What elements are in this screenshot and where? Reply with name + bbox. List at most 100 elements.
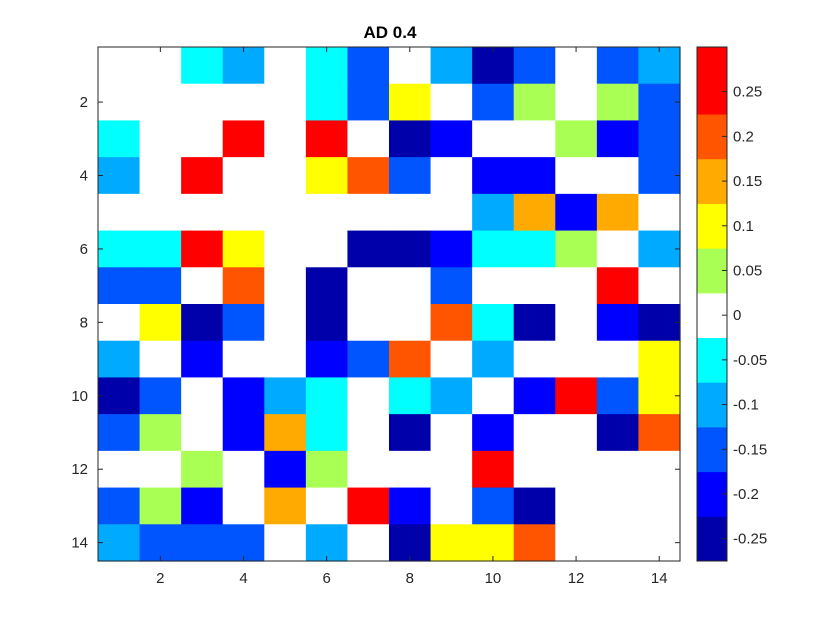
heatmap-cell bbox=[638, 414, 681, 452]
heatmap-cell bbox=[139, 157, 182, 195]
y-axis: 2 4 6 8 10 12 14 bbox=[71, 94, 680, 552]
heatmap-cell bbox=[513, 83, 556, 122]
heatmap-cell bbox=[181, 157, 224, 195]
x-tick-label: 10 bbox=[485, 570, 502, 587]
heatmap-cell bbox=[596, 157, 640, 195]
heatmap-cell bbox=[139, 377, 182, 415]
heatmap-cell bbox=[347, 267, 390, 305]
colorbar-tick-label: -0.25 bbox=[733, 531, 767, 548]
heatmap-cell bbox=[430, 230, 473, 268]
heatmap-cell bbox=[347, 230, 390, 268]
heatmap-cell bbox=[139, 487, 182, 525]
heatmap-cell bbox=[139, 304, 182, 342]
heatmap-cell bbox=[638, 267, 681, 305]
heatmap-cell bbox=[98, 267, 141, 305]
heatmap-cell bbox=[389, 267, 432, 305]
heatmap-cell bbox=[222, 193, 265, 232]
heatmap-cell bbox=[389, 120, 432, 158]
colorbar-tick-label: -0.05 bbox=[733, 352, 767, 369]
colorbar-tick-label: 0.05 bbox=[733, 262, 762, 279]
heatmap-cell bbox=[98, 193, 141, 232]
heatmap-cell bbox=[389, 340, 432, 379]
heatmap-cell bbox=[430, 120, 473, 158]
heatmap-cell bbox=[555, 193, 598, 232]
heatmap-cell bbox=[472, 120, 515, 158]
heatmap-cell bbox=[638, 377, 681, 415]
heatmap-cell bbox=[389, 157, 432, 195]
heatmap-cell bbox=[555, 157, 598, 195]
heatmap-cell bbox=[347, 193, 390, 232]
heatmap-cell bbox=[555, 377, 598, 415]
heatmap-cell bbox=[638, 340, 681, 379]
heatmap-cell bbox=[555, 450, 598, 489]
heatmap-cell bbox=[347, 120, 390, 158]
heatmap-cell bbox=[305, 304, 349, 342]
colorbar-tick-label: -0.15 bbox=[733, 441, 767, 458]
heatmap-cell bbox=[181, 267, 224, 305]
heatmap-cell bbox=[222, 414, 265, 452]
heatmap-cell bbox=[638, 47, 681, 85]
heatmap-cell bbox=[264, 193, 307, 232]
heatmap-cell bbox=[347, 47, 390, 85]
y-tick-label: 14 bbox=[71, 535, 88, 552]
heatmap-cell bbox=[222, 267, 265, 305]
heatmap-cell bbox=[430, 193, 473, 232]
y-tick-label: 6 bbox=[80, 241, 88, 258]
x-tick-label: 8 bbox=[406, 570, 414, 587]
heatmap-cell bbox=[513, 230, 556, 268]
heatmap-cell bbox=[389, 83, 432, 122]
heatmap-cell bbox=[222, 340, 265, 379]
heatmap-cell bbox=[555, 304, 598, 342]
heatmap-cell bbox=[555, 340, 598, 379]
heatmap-cell bbox=[472, 414, 515, 452]
heatmap-cell bbox=[98, 157, 141, 195]
heatmap-cell bbox=[389, 193, 432, 232]
heatmap-cell bbox=[305, 230, 349, 268]
y-tick-label: 10 bbox=[71, 388, 88, 405]
heatmap-cell bbox=[596, 450, 640, 489]
heatmap-cell bbox=[513, 414, 556, 452]
heatmap-cell bbox=[181, 230, 224, 268]
heatmap-cell bbox=[513, 377, 556, 415]
heatmap-cell bbox=[555, 414, 598, 452]
colorbar-tick-label: 0.15 bbox=[733, 173, 762, 190]
heatmap-cell bbox=[139, 193, 182, 232]
heatmap-cell bbox=[181, 120, 224, 158]
heatmap-cell bbox=[430, 267, 473, 305]
heatmap-cell bbox=[305, 524, 349, 562]
heatmap-cell bbox=[638, 120, 681, 158]
heatmap-cell bbox=[98, 230, 141, 268]
x-tick-label: 2 bbox=[156, 570, 164, 587]
heatmap-cell bbox=[264, 83, 307, 122]
heatmap-cell bbox=[264, 377, 307, 415]
heatmap-cell bbox=[596, 120, 640, 158]
heatmap-cell bbox=[98, 304, 141, 342]
colorbar-frame bbox=[696, 46, 728, 562]
heatmap-cell bbox=[555, 267, 598, 305]
colorbar-tick-label: 0 bbox=[733, 307, 741, 324]
heatmap-cell bbox=[181, 193, 224, 232]
heatmap-cell bbox=[513, 450, 556, 489]
heatmap-cell bbox=[98, 450, 141, 489]
heatmap-cell bbox=[264, 157, 307, 195]
heatmap-cell bbox=[222, 83, 265, 122]
heatmap-cell bbox=[596, 487, 640, 525]
heatmap-cell bbox=[596, 230, 640, 268]
heatmap-cell bbox=[264, 267, 307, 305]
heatmap-cell bbox=[472, 157, 515, 195]
heatmap-cell bbox=[596, 267, 640, 305]
heatmap-cell bbox=[472, 487, 515, 525]
colorbar: 0.25 0.2 0.15 0.1 0.05 0 -0.05 -0.1 -0.15 -0.2 -0.… bbox=[696, 46, 767, 562]
heatmap-cell bbox=[638, 487, 681, 525]
heatmap-cell bbox=[596, 304, 640, 342]
heatmap-cell bbox=[305, 487, 349, 525]
heatmap-cell bbox=[347, 377, 390, 415]
heatmap-cell bbox=[472, 83, 515, 122]
heatmap-cell bbox=[596, 47, 640, 85]
heatmap-cell bbox=[513, 340, 556, 379]
heatmap-cell bbox=[98, 83, 141, 122]
heatmap-cell bbox=[139, 230, 182, 268]
heatmap-cell bbox=[389, 450, 432, 489]
heatmap-cell bbox=[389, 414, 432, 452]
